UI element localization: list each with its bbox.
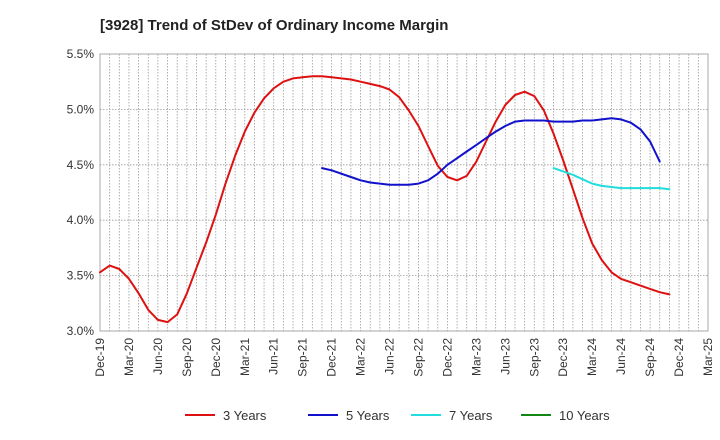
- legend-label-5-years: 5 Years: [346, 408, 390, 423]
- series-layer: [99, 75, 671, 324]
- series-line-7-years: [552, 167, 671, 191]
- x-tick-label: Jun-21: [267, 338, 281, 375]
- x-tick-label: Sep-21: [296, 338, 310, 377]
- x-tick-label: Mar-22: [354, 338, 368, 376]
- x-tick-label: Sep-24: [643, 338, 657, 377]
- y-tick-label: 5.0%: [67, 102, 95, 116]
- y-axis: 3.0% 3.5% 4.0% 4.5% 5.0% 5.5%: [67, 47, 95, 338]
- x-gridlines: [109, 54, 699, 331]
- y-gridlines: [100, 109, 708, 277]
- legend-label-3-years: 3 Years: [223, 408, 267, 423]
- legend: 3 Years 5 Years 7 Years 10 Years: [185, 408, 610, 423]
- x-tick-label: Mar-25: [701, 338, 715, 376]
- chart-title: [3928] Trend of StDev of Ordinary Income…: [100, 17, 448, 34]
- series-line-3-years: [99, 75, 671, 324]
- x-tick-label: Dec-24: [672, 338, 686, 377]
- x-tick-label: Jun-24: [614, 338, 628, 375]
- x-tick-label: Mar-21: [238, 338, 252, 376]
- x-tick-label: Sep-23: [527, 338, 541, 377]
- plot-area: [99, 53, 709, 332]
- x-tick-label: Jun-22: [383, 338, 397, 375]
- y-tick-label: 5.5%: [67, 47, 95, 61]
- x-tick-label: Dec-22: [440, 338, 454, 377]
- legend-label-10-years: 10 Years: [559, 408, 610, 423]
- x-tick-label: Dec-21: [325, 338, 339, 377]
- x-tick-label: Jun-20: [151, 338, 165, 375]
- x-tick-label: Mar-20: [122, 338, 136, 376]
- legend-label-7-years: 7 Years: [449, 408, 493, 423]
- x-tick-label: Sep-22: [411, 338, 425, 377]
- x-tick-label: Jun-23: [498, 338, 512, 375]
- x-tick-label: Dec-19: [93, 338, 107, 377]
- y-tick-label: 3.5%: [67, 269, 95, 283]
- series-line-5-years: [321, 117, 661, 186]
- x-tick-label: Dec-20: [209, 338, 223, 377]
- y-tick-label: 4.5%: [67, 158, 95, 172]
- x-tick-label: Mar-23: [469, 338, 483, 376]
- y-tick-label: 4.0%: [67, 213, 95, 227]
- x-tick-label: Sep-20: [180, 338, 194, 377]
- x-tick-label: Dec-23: [556, 338, 570, 377]
- x-tick-label: Mar-24: [585, 338, 599, 376]
- y-tick-label: 3.0%: [67, 324, 95, 338]
- x-axis: Dec-19 Mar-20 Jun-20 Sep-20 Dec-20 Mar-21 Jun-…: [93, 338, 715, 377]
